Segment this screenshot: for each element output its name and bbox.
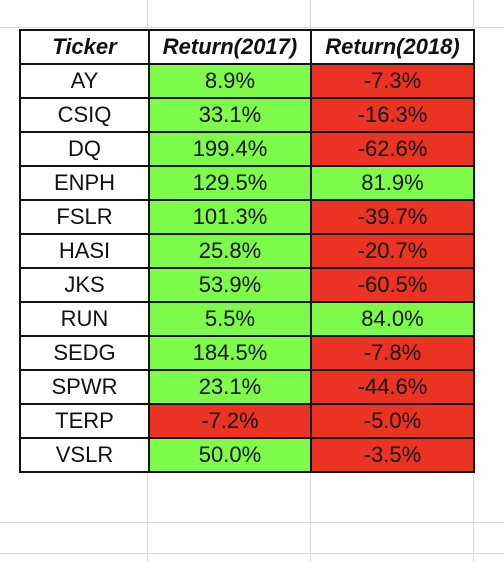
cell-return-2017[interactable]: 184.5% (148, 335, 312, 371)
header-ticker[interactable]: Ticker (19, 29, 150, 65)
cell-ticker[interactable]: ENPH (19, 165, 150, 201)
header-row: Ticker Return(2017) Return(2018) (19, 29, 475, 65)
header-return-2017[interactable]: Return(2017) (148, 29, 312, 65)
cell-ticker[interactable]: SPWR (19, 369, 150, 405)
cell-return-2017[interactable]: 5.5% (148, 301, 312, 337)
cell-return-2017[interactable]: 8.9% (148, 63, 312, 99)
table-row: SEDG 184.5% -7.8% (19, 335, 475, 371)
cell-return-2017[interactable]: 199.4% (148, 131, 312, 167)
table-row: SPWR 23.1% -44.6% (19, 369, 475, 405)
cell-return-2017[interactable]: -7.2% (148, 403, 312, 439)
table-row: DQ 199.4% -62.6% (19, 131, 475, 167)
cell-return-2018[interactable]: -5.0% (310, 403, 475, 439)
table-row: TERP -7.2% -5.0% (19, 403, 475, 439)
cell-return-2018[interactable]: -16.3% (310, 97, 475, 133)
table-row: AY 8.9% -7.3% (19, 63, 475, 99)
cell-ticker[interactable]: VSLR (19, 437, 150, 473)
cell-ticker[interactable]: JKS (19, 267, 150, 303)
cell-return-2018[interactable]: -7.3% (310, 63, 475, 99)
cell-return-2017[interactable]: 129.5% (148, 165, 312, 201)
cell-ticker[interactable]: FSLR (19, 199, 150, 235)
cell-return-2017[interactable]: 33.1% (148, 97, 312, 133)
table-row: ENPH 129.5% 81.9% (19, 165, 475, 201)
cell-return-2018[interactable]: -60.5% (310, 267, 475, 303)
cell-return-2018[interactable]: -44.6% (310, 369, 475, 405)
returns-table: Ticker Return(2017) Return(2018) AY 8.9% -… (19, 29, 475, 473)
cell-ticker[interactable]: CSIQ (19, 97, 150, 133)
cell-return-2018[interactable]: -39.7% (310, 199, 475, 235)
cell-return-2017[interactable]: 53.9% (148, 267, 312, 303)
cell-return-2018[interactable]: -7.8% (310, 335, 475, 371)
cell-return-2017[interactable]: 25.8% (148, 233, 312, 269)
table-row: JKS 53.9% -60.5% (19, 267, 475, 303)
cell-ticker[interactable]: HASI (19, 233, 150, 269)
cell-return-2018[interactable]: 81.9% (310, 165, 475, 201)
cell-return-2017[interactable]: 101.3% (148, 199, 312, 235)
cell-return-2018[interactable]: -20.7% (310, 233, 475, 269)
cell-return-2018[interactable]: -3.5% (310, 437, 475, 473)
table-row: FSLR 101.3% -39.7% (19, 199, 475, 235)
cell-ticker[interactable]: SEDG (19, 335, 150, 371)
cell-return-2017[interactable]: 50.0% (148, 437, 312, 473)
cell-ticker[interactable]: TERP (19, 403, 150, 439)
cell-return-2017[interactable]: 23.1% (148, 369, 312, 405)
cell-return-2018[interactable]: 84.0% (310, 301, 475, 337)
cell-ticker[interactable]: DQ (19, 131, 150, 167)
table-row: HASI 25.8% -20.7% (19, 233, 475, 269)
table-row: VSLR 50.0% -3.5% (19, 437, 475, 473)
table-row: CSIQ 33.1% -16.3% (19, 97, 475, 133)
cell-ticker[interactable]: AY (19, 63, 150, 99)
header-return-2018[interactable]: Return(2018) (310, 29, 475, 65)
table-row: RUN 5.5% 84.0% (19, 301, 475, 337)
cell-ticker[interactable]: RUN (19, 301, 150, 337)
cell-return-2018[interactable]: -62.6% (310, 131, 475, 167)
